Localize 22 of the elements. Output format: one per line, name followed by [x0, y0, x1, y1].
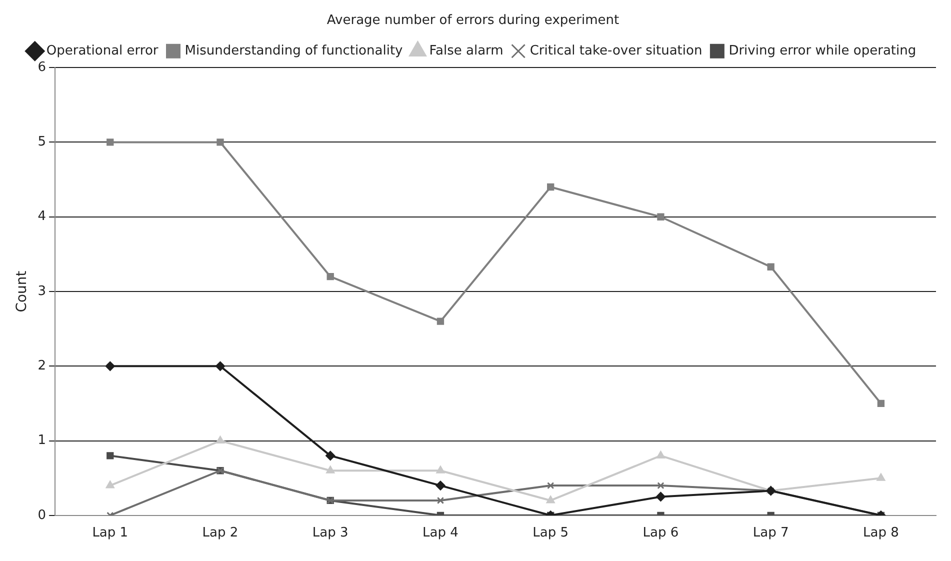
legend-label: False alarm — [429, 43, 504, 58]
chart-title: Average number of errors during experiment — [326, 13, 620, 28]
x-tick-label: Lap 1 — [92, 526, 128, 541]
legend-label: Misunderstanding of functionality — [184, 43, 404, 58]
x-tick-label: Lap 4 — [422, 526, 458, 541]
y-tick-label: 6 — [38, 60, 46, 75]
y-tick-label: 1 — [38, 433, 46, 448]
x-tick-label: Lap 2 — [202, 526, 238, 541]
y-tick-label: 2 — [38, 358, 46, 374]
legend-label: Critical take-over situation — [530, 43, 702, 58]
x-tick-label: Lap 5 — [532, 526, 569, 541]
x-tick-label: Lap 6 — [642, 526, 679, 541]
legend-label: Operational error — [46, 43, 159, 58]
y-tick-label: 3 — [38, 284, 46, 299]
legend-label: Driving error while operating — [728, 43, 916, 58]
x-tick-label: Lap 7 — [752, 526, 789, 541]
y-axis-title: Count — [14, 270, 30, 312]
y-tick-label: 0 — [38, 508, 46, 523]
x-tick-label: Lap 3 — [312, 526, 348, 541]
y-tick-label: 4 — [38, 209, 46, 224]
y-tick-label: 5 — [38, 134, 46, 150]
x-tick-label: Lap 8 — [863, 526, 899, 541]
